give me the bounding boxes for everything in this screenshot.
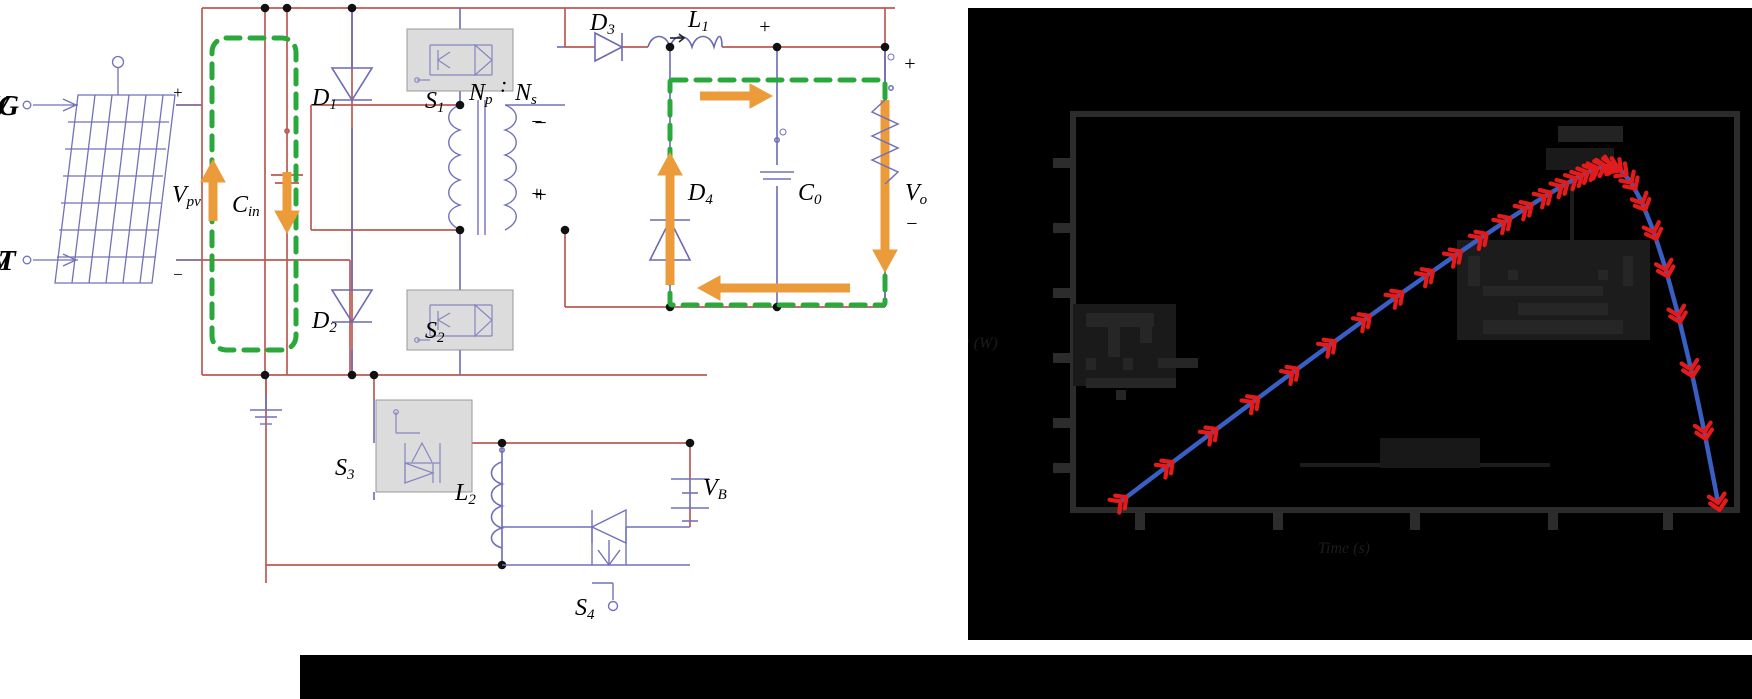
svg-text:+: + [758,16,772,38]
svg-text:S4: S4 [575,595,595,623]
svg-text:Power (W): Power (W) [968,335,998,352]
svg-text:VB: VB [703,475,727,503]
svg-text:D2: D2 [311,308,337,336]
svg-text:D3: D3 [589,10,615,38]
svg-text:T: T [0,245,17,277]
svg-text:+: + [903,53,917,75]
svg-text:Ns: Ns [514,80,537,108]
svg-text:L1: L1 [687,7,709,35]
svg-text:−: − [530,111,544,133]
svg-text:Cin: Cin [232,192,260,220]
svg-text:L2: L2 [454,480,476,508]
svg-text:C0: C0 [798,180,822,208]
svg-text:D1: D1 [311,85,337,113]
svg-text:Vo: Vo [905,180,928,208]
svg-text::: : [500,72,507,97]
svg-text:Vpv: Vpv [172,182,201,210]
svg-text:−: − [172,265,183,284]
svg-text:−: − [905,213,919,235]
svg-text:S3: S3 [335,455,355,483]
svg-text:G: G [0,90,19,122]
svg-text:+: + [530,183,544,205]
svg-text:S1: S1 [425,88,445,116]
svg-text:D4: D4 [687,180,713,208]
svg-text:+: + [172,83,183,102]
svg-text:Time (s): Time (s) [1318,540,1370,557]
